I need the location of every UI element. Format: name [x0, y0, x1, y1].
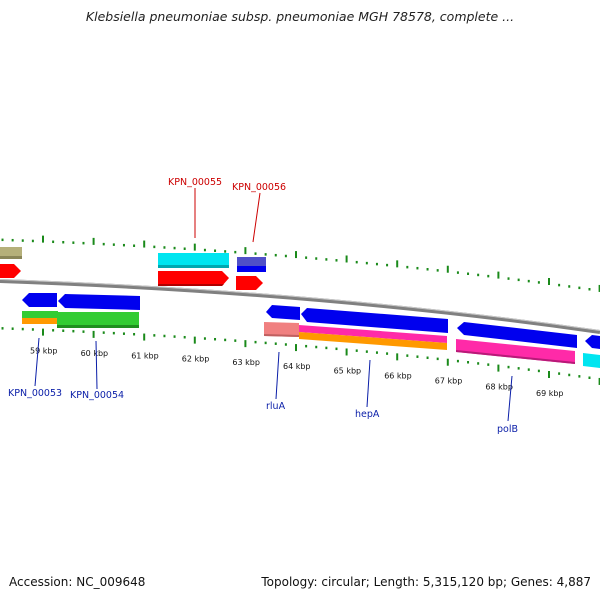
tick-label-65-kbp: 65 kbp	[334, 366, 362, 375]
outer-tick-ring	[1, 235, 600, 292]
reverse-cds-arrow-right-edge[interactable]	[585, 335, 600, 349]
gene-label-kpn00054[interactable]: KPN_00054	[70, 390, 124, 401]
tick-label-64-kbp: 64 kbp	[283, 362, 311, 371]
tick-label-61-kbp: 61 kbp	[131, 352, 159, 361]
genome-backbone	[0, 279, 600, 334]
callout-line-kpn00054	[95, 340, 98, 390]
backbone-highlight	[0, 279, 600, 331]
label-callouts	[34, 188, 513, 422]
reverse-cds-arrow-kpn00054[interactable]	[58, 294, 140, 310]
tick-label-67-kbp: 67 kbp	[435, 377, 463, 386]
feature-olive-left-shade	[0, 256, 22, 259]
map-title: Klebsiella pneumoniae subsp. pneumoniae …	[85, 9, 515, 24]
reverse-cds-arrow-kpn00053[interactable]	[22, 293, 57, 307]
tick-label-66-kbp: 66 kbp	[384, 371, 412, 380]
callout-line-polB	[507, 375, 513, 422]
kbp-tick-labels: 59 kbp 60 kbp 61 kbp 62 kbp 63 kbp 64 kbp 65 k…	[30, 347, 564, 398]
feature-magenta-polB-shade	[456, 350, 575, 364]
callout-line-rluA	[275, 351, 280, 400]
callout-line-hepA	[366, 359, 371, 408]
tick-label-63-kbp: 63 kbp	[232, 358, 260, 367]
callout-line-kpn00056	[252, 192, 261, 243]
feature-magenta-polB[interactable]	[456, 339, 575, 364]
tick-label-69-kbp: 69 kbp	[536, 389, 564, 398]
tick-label-59-kbp: 59 kbp	[30, 347, 58, 356]
tick-label-68-kbp: 68 kbp	[485, 383, 513, 392]
gene-label-kpn00053[interactable]: KPN_00053	[8, 388, 62, 399]
reverse-cds-arrow-polB[interactable]	[457, 322, 577, 348]
feature-green-kpn00054-shade	[57, 325, 139, 328]
gene-label-polB[interactable]: polB	[497, 424, 518, 435]
feature-green-kpn00053[interactable]	[22, 311, 58, 318]
callout-line-kpn00053	[34, 337, 40, 387]
gene-label-rluA[interactable]: rluA	[266, 401, 286, 412]
reverse-cds-arrow-hepA[interactable]	[301, 308, 448, 333]
feature-cyan-right-edge[interactable]	[583, 353, 600, 368]
reverse-cds-arrow-rluA[interactable]	[266, 305, 300, 320]
reverse-features	[22, 293, 600, 368]
forward-cds-arrow-kpn00055-shade	[158, 284, 224, 286]
gene-label-kpn00055[interactable]: KPN_00055	[168, 177, 222, 188]
forward-features	[0, 247, 266, 290]
forward-cds-arrow-kpn00056[interactable]	[236, 276, 263, 290]
feature-magenta-hepA[interactable]	[299, 325, 447, 343]
gene-label-kpn00056[interactable]: KPN_00056	[232, 182, 286, 193]
feature-salmon-rluA-shade	[264, 334, 299, 337]
gene-label-hepA[interactable]: hepA	[355, 409, 380, 420]
reverse-cds-arrow-kpn00056[interactable]	[237, 266, 266, 272]
feature-orange-hepA[interactable]	[299, 332, 447, 350]
feature-cyan-kpn00055-shade	[158, 265, 229, 268]
forward-cds-arrow-left[interactable]	[0, 264, 21, 278]
feature-orange-kpn00053[interactable]	[22, 318, 58, 324]
tick-label-60-kbp: 60 kbp	[81, 349, 109, 358]
genome-summary: Topology: circular; Length: 5,315,120 bp…	[261, 575, 591, 589]
feature-salmon-rluA[interactable]	[264, 322, 299, 337]
feature-cyan-kpn00055[interactable]	[158, 253, 229, 267]
feature-green-kpn00054[interactable]	[57, 312, 139, 327]
tick-label-62-kbp: 62 kbp	[182, 355, 210, 364]
feature-slate-kpn00056[interactable]	[237, 257, 266, 266]
forward-cds-arrow-kpn00055[interactable]	[158, 271, 229, 286]
accession-label: Accession: NC_009648	[9, 575, 146, 589]
